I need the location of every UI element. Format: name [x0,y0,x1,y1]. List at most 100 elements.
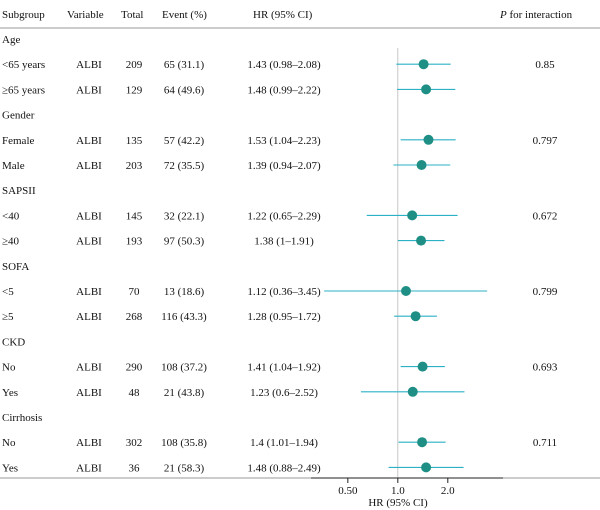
cell-subgroup: <65 years [2,59,45,71]
cell-total: 36 [129,462,141,474]
cell-total: 135 [126,135,143,147]
cell-total: 209 [126,59,143,71]
cell-event: 64 (49.6) [164,84,205,96]
cell-event: 32 (22.1) [164,210,205,222]
group-label: Age [2,34,20,46]
hr-point [407,386,418,397]
cell-total: 302 [126,437,143,449]
group-label: CKD [2,336,25,348]
cell-subgroup: No [2,362,16,374]
cell-variable: ALBI [76,387,102,399]
cell-subgroup: ≥65 years [2,84,45,96]
cell-hr: 1.39 (0.94–2.07) [247,160,321,172]
cell-variable: ALBI [76,462,102,474]
cell-event: 108 (37.2) [161,362,207,374]
forest-marks [324,59,488,473]
header-event: Event (%) [162,9,207,21]
cell-hr: 1.43 (0.98–2.08) [247,59,321,71]
cell-subgroup: Female [2,135,34,147]
header-subgroup: Subgroup [2,9,45,21]
cell-subgroup: Yes [2,462,18,474]
cell-hr: 1.48 (0.88–2.49) [247,462,321,474]
cell-variable: ALBI [76,437,102,449]
cell-event: 13 (18.6) [164,286,205,298]
header-total: Total [121,9,143,21]
hr-point [418,59,429,70]
cell-hr: 1.53 (1.04–2.23) [247,135,321,147]
cell-event: 21 (58.3) [164,462,205,474]
cell-variable: ALBI [76,160,102,172]
cell-p-interaction: 0.799 [533,286,558,298]
group-label: SAPSII [2,185,36,197]
cell-variable: ALBI [76,210,102,222]
cell-total: 193 [126,236,143,248]
hr-point [416,160,427,170]
cell-hr: 1.41 (1.04–1.92) [247,362,321,374]
cell-variable: ALBI [76,362,102,374]
cell-hr: 1.4 (1.01–1.94) [250,437,318,449]
x-tick-label: 1.0 [391,485,405,497]
cell-variable: ALBI [76,236,102,248]
table-header: Subgroup Variable Total Event (%) HR (95… [2,9,573,21]
cell-total: 290 [126,362,143,374]
cell-p-interaction: 0.797 [533,135,558,147]
cell-variable: ALBI [76,84,102,96]
cell-total: 70 [129,286,141,298]
x-axis-label: HR (95% CI) [368,497,428,509]
table-rows: Age <65 years ALBI 209 65 (31.1) 1.43 (0.98–2… [2,34,558,474]
cell-subgroup: <5 [2,286,14,298]
group-label: SOFA [2,261,29,273]
cell-event: 57 (42.2) [164,135,205,147]
hr-point [400,286,411,296]
hr-point [421,462,432,473]
group-label: Gender [2,110,35,122]
header-hr: HR (95% CI) [253,9,313,21]
cell-subgroup: Male [2,160,25,172]
cell-hr: 1.48 (0.99–2.22) [247,84,321,96]
header-p-italic: P [499,9,507,21]
cell-event: 21 (43.8) [164,387,205,399]
hr-point [416,235,427,246]
header-variable: Variable [67,9,104,21]
cell-total: 129 [126,84,143,96]
x-tick-label: 0.50 [338,485,358,497]
cell-variable: ALBI [76,135,102,147]
cell-p-interaction: 0.711 [533,437,557,449]
header-p-interaction: P for interaction [499,9,573,21]
x-axis: 0.50 1.0 2.0 [311,477,503,497]
cell-subgroup: <40 [2,210,20,222]
cell-total: 203 [126,160,143,172]
cell-hr: 1.28 (0.95–1.72) [247,311,321,323]
cell-event: 116 (43.3) [161,311,207,323]
cell-total: 145 [126,210,143,222]
cell-variable: ALBI [76,311,102,323]
cell-p-interaction: 0.672 [533,210,558,222]
cell-p-interaction: 0.693 [533,362,558,374]
cell-event: 65 (31.1) [164,59,205,71]
cell-subgroup: No [2,437,16,449]
cell-event: 97 (50.3) [164,236,205,248]
hr-point [421,84,432,95]
hr-point [407,210,418,221]
cell-hr: 1.12 (0.36–3.45) [247,286,321,298]
cell-event: 72 (35.5) [164,160,205,172]
header-p-rest: for interaction [507,9,573,21]
hr-point [417,361,428,372]
cell-subgroup: Yes [2,387,18,399]
hr-point [423,134,434,145]
cell-hr: 1.23 (0.6–2.52) [250,387,318,399]
cell-hr: 1.22 (0.65–2.29) [247,210,321,222]
hr-point [410,311,421,322]
cell-subgroup: ≥5 [2,311,14,323]
group-label: Cirrhosis [2,412,42,424]
cell-p-interaction: 0.85 [535,59,555,71]
cell-variable: ALBI [76,286,102,298]
hr-point [417,437,428,448]
cell-total: 268 [126,311,143,323]
x-tick-label: 2.0 [441,485,455,497]
cell-variable: ALBI [76,59,102,71]
cell-hr: 1.38 (1–1.91) [254,236,314,248]
cell-event: 108 (35.8) [161,437,207,449]
cell-total: 48 [129,387,141,399]
